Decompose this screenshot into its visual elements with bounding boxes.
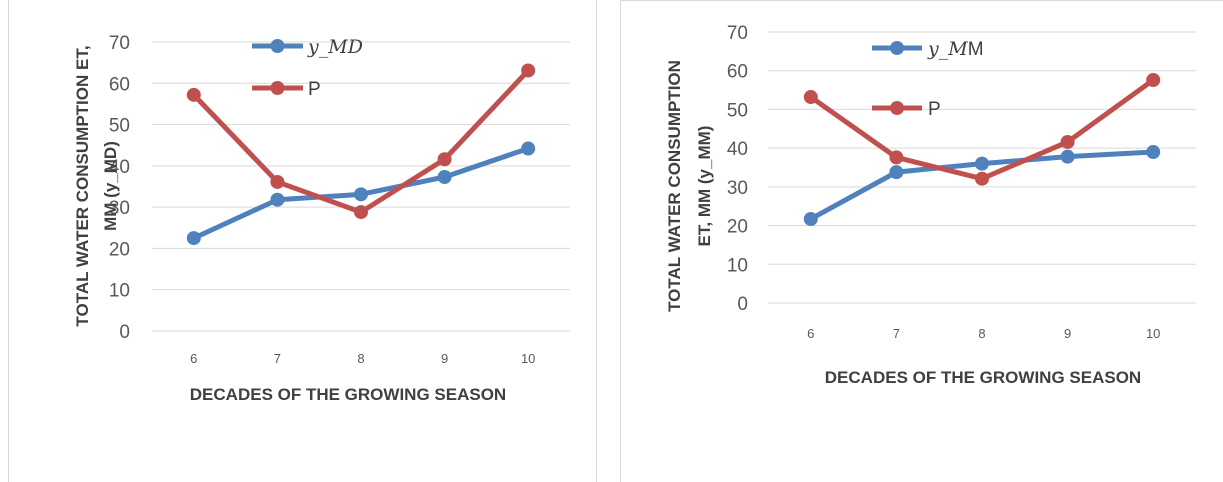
x-tick-label: 9 xyxy=(441,351,448,366)
data-point-P xyxy=(803,90,818,105)
data-point-P xyxy=(521,63,536,78)
data-point-P xyxy=(975,171,989,186)
legend-label: y_MM xyxy=(927,38,984,60)
y-tick-label: 10 xyxy=(109,281,130,302)
data-point-P xyxy=(354,205,368,220)
panel-border-right xyxy=(596,0,597,482)
y-axis-title-line2: MM (y_MD) xyxy=(101,141,120,231)
x-tick-label: 8 xyxy=(978,326,985,341)
y-tick-label: 0 xyxy=(737,294,748,315)
legend-label-main: y_M xyxy=(927,38,968,60)
legend-label: P xyxy=(928,99,941,120)
y-axis-title-line2: ET, MM (y_MM) xyxy=(695,126,714,247)
y-axis-title-line1: TOTAL WATER CONSUMPTION xyxy=(665,60,684,312)
legend-marker xyxy=(270,39,285,53)
y-tick-label: 60 xyxy=(727,62,748,83)
x-tick-label: 6 xyxy=(190,351,197,366)
data-point-y_MM xyxy=(975,156,989,171)
x-tick-label: 8 xyxy=(357,351,364,366)
panel-border-left xyxy=(8,0,9,482)
data-point-y_MM xyxy=(1146,145,1161,160)
legend-label-main: y_MD xyxy=(307,36,363,58)
data-point-P xyxy=(889,150,904,165)
chart-panel-right: 0 10 20 30 40 50 60 70 6 7 8 9 10 y_MM P DECADES OF THE… xyxy=(620,0,1223,482)
legend-label-suffix: M xyxy=(968,39,984,60)
chart-panel-left: 0 10 20 30 40 50 60 70 6 7 8 9 10 y_MD P DECADES OF THE… xyxy=(0,0,598,482)
y-tick-label: 30 xyxy=(109,198,130,219)
x-tick-label: 7 xyxy=(274,351,281,366)
data-point-P xyxy=(1146,73,1161,88)
legend-label: P xyxy=(308,79,321,100)
data-point-y_MD xyxy=(354,187,368,202)
x-tick-label: 9 xyxy=(1064,326,1071,341)
panel-border-left xyxy=(620,0,621,482)
x-axis-title: DECADES OF THE GROWING SEASON xyxy=(190,385,506,404)
x-tick-label: 6 xyxy=(807,326,814,341)
x-tick-label: 10 xyxy=(521,351,535,366)
data-point-y_MM xyxy=(803,211,818,226)
y-tick-label: 70 xyxy=(109,33,130,54)
data-point-y_MD xyxy=(437,170,452,185)
data-point-y_MD xyxy=(186,231,201,246)
chart-svg-right: 0 10 20 30 40 50 60 70 6 7 8 9 10 y_MM P DECADES OF THE… xyxy=(665,23,1196,387)
x-tick-label: 7 xyxy=(893,326,900,341)
data-point-P xyxy=(270,174,285,189)
data-point-y_MD xyxy=(270,192,285,207)
data-point-y_MD xyxy=(521,141,536,156)
y-tick-label: 10 xyxy=(727,255,748,276)
y-tick-label: 20 xyxy=(109,239,130,260)
y-tick-label: 70 xyxy=(727,23,748,44)
data-point-P xyxy=(186,87,201,102)
y-tick-label: 40 xyxy=(109,157,130,178)
y-axis-title-line1: TOTAL WATER CONSUMPTION ET, xyxy=(73,45,92,326)
legend-marker xyxy=(890,101,904,115)
y-tick-label: 20 xyxy=(727,217,748,238)
data-point-P xyxy=(437,152,452,167)
y-tick-label: 50 xyxy=(727,100,748,121)
legend-label-suffix: P xyxy=(928,99,941,120)
legend-marker xyxy=(890,41,904,55)
x-tick-label: 10 xyxy=(1146,326,1160,341)
data-point-y_MM xyxy=(889,165,904,180)
y-tick-label: 60 xyxy=(109,74,130,95)
data-point-P xyxy=(1060,134,1075,149)
chart-svg-left: 0 10 20 30 40 50 60 70 6 7 8 9 10 y_MD P DECADES OF THE… xyxy=(73,33,570,404)
y-tick-label: 0 xyxy=(119,322,130,343)
y-tick-label: 40 xyxy=(727,139,748,160)
legend-label: y_MD xyxy=(307,36,363,58)
legend-marker xyxy=(270,81,285,95)
data-point-y_MM xyxy=(1060,149,1075,164)
y-tick-label: 30 xyxy=(727,178,748,199)
panel-border-top xyxy=(620,0,1223,1)
x-axis-title: DECADES OF THE GROWING SEASON xyxy=(825,368,1141,387)
legend-label-suffix: P xyxy=(308,79,321,100)
y-tick-label: 50 xyxy=(109,116,130,137)
